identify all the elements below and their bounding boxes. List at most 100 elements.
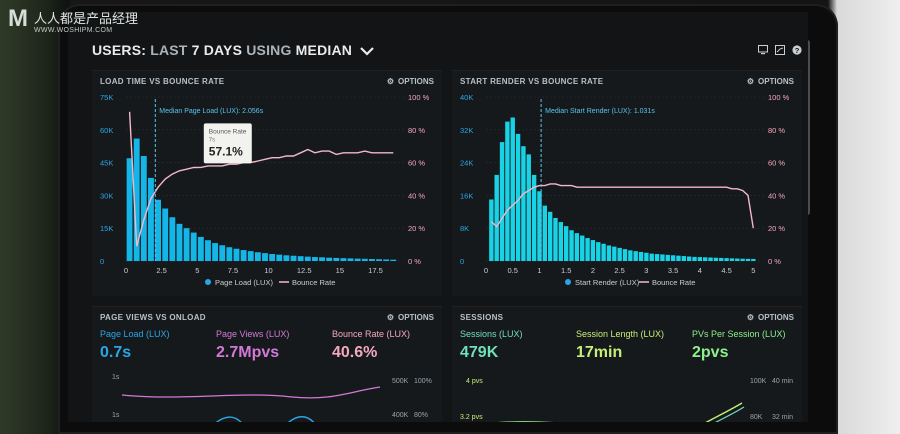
x-tick: 1 <box>537 266 541 275</box>
bar <box>283 255 289 261</box>
bar <box>644 253 648 261</box>
x-tick: 0 <box>124 266 128 275</box>
bar <box>655 254 659 261</box>
y-left-tick: 40K <box>460 93 473 102</box>
median-label: Median Page Load (LUX): 2.056s <box>159 108 263 115</box>
bar <box>155 200 161 261</box>
pv-y-tick-bottom: 1s <box>112 412 120 419</box>
bar <box>177 224 183 261</box>
bar <box>376 259 382 261</box>
title-using: USING <box>242 42 296 58</box>
bar <box>226 247 232 261</box>
legend-dot-a <box>205 279 211 285</box>
bar <box>191 233 197 261</box>
bar <box>305 257 311 261</box>
logo-mark: M <box>8 8 28 30</box>
bar <box>639 252 643 261</box>
bar <box>241 250 247 261</box>
bar <box>596 242 600 261</box>
y-right-tick: 40 % <box>768 191 785 200</box>
bar <box>269 254 275 261</box>
x-tick: 7.5 <box>228 266 238 275</box>
legend-label-b: Bounce Rate <box>652 278 695 287</box>
bar <box>312 257 318 261</box>
y-left-tick: 0 <box>100 257 104 266</box>
y-right-tick: 20 % <box>768 224 785 233</box>
bar <box>205 240 211 261</box>
bar <box>575 233 579 261</box>
bar <box>276 255 282 261</box>
x-tick: 10 <box>264 266 272 275</box>
x-tick: 0 <box>484 266 488 275</box>
bar <box>628 250 632 261</box>
bar <box>703 257 707 261</box>
bar <box>489 200 493 262</box>
y-right-tick: 60 % <box>408 159 425 168</box>
title-range-prefix: LAST <box>150 42 191 58</box>
bar <box>511 118 515 262</box>
bar <box>698 257 702 261</box>
bar <box>623 249 627 261</box>
bar <box>505 122 509 261</box>
bar <box>601 244 605 261</box>
bar <box>500 142 504 261</box>
bar <box>127 158 133 261</box>
page-views-mini-chart: 1s 1s 500K 400K 100% 80% <box>92 307 442 422</box>
s-lime-line <box>682 403 742 422</box>
y-left-tick: 0 <box>460 257 464 266</box>
bar <box>219 245 225 261</box>
header-actions: ? <box>758 45 802 55</box>
chart-export-icon[interactable] <box>775 45 785 55</box>
pv-y-right-b-bottom: 80% <box>414 412 428 419</box>
pv-y-right-a-top: 500K <box>392 378 409 385</box>
bar <box>735 259 739 261</box>
y-right-tick: 40 % <box>408 191 425 200</box>
bar <box>543 206 547 261</box>
bar <box>495 175 499 261</box>
bar <box>730 258 734 261</box>
bar <box>169 217 175 261</box>
y-left-tick: 75K <box>100 93 113 102</box>
bar <box>564 226 568 261</box>
bar <box>162 209 168 261</box>
bar <box>676 256 680 261</box>
help-icon[interactable]: ? <box>792 45 802 55</box>
s-y-right-a-top: 100K <box>750 378 767 385</box>
legend-label-a: Start Render (LUX) <box>575 278 640 287</box>
bar <box>580 236 584 261</box>
chevron-down-icon[interactable] <box>360 47 374 56</box>
bar <box>234 249 240 261</box>
tooltip-sub: 7s <box>209 137 215 143</box>
sessions-panel: SESSIONS ⚙OPTIONS Sessions (LUX) 479K Se… <box>452 306 802 422</box>
svg-text:?: ? <box>795 46 800 55</box>
y-right-tick: 100 % <box>408 93 430 102</box>
bar <box>348 258 354 261</box>
title-range: 7 DAYS <box>192 42 243 58</box>
page-title[interactable]: USERS: LAST 7 DAYS USING MEDIAN <box>92 42 374 58</box>
y-left-tick: 45K <box>100 159 113 168</box>
bar <box>355 259 361 261</box>
x-tick: 2.5 <box>156 266 166 275</box>
bar <box>248 251 254 261</box>
bar <box>569 230 573 261</box>
bar <box>383 259 389 261</box>
bar <box>553 218 557 261</box>
bar <box>634 251 638 261</box>
bar <box>291 256 297 261</box>
bar <box>390 260 396 261</box>
monitor-icon[interactable] <box>758 45 768 55</box>
bar <box>326 258 332 261</box>
bar <box>184 228 190 261</box>
x-tick: 12.5 <box>297 266 312 275</box>
y-left-tick: 32K <box>460 126 473 135</box>
bar <box>585 238 589 261</box>
y-right-tick: 100 % <box>768 93 790 102</box>
x-tick: 1.5 <box>561 266 571 275</box>
x-tick: 15 <box>336 266 344 275</box>
y-left-tick: 30K <box>100 191 113 200</box>
sessions-mini-chart: 4 pvs 3.2 pvs 100K 80K 40 min 32 min <box>452 307 802 422</box>
x-tick: 4.5 <box>721 266 731 275</box>
